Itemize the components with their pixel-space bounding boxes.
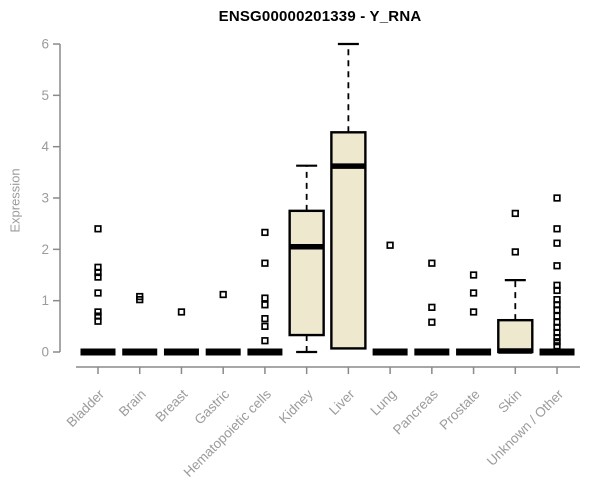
outlier-bladder bbox=[94, 317, 102, 325]
x-tick-label: Liver bbox=[326, 386, 358, 418]
outlier-bladder bbox=[94, 268, 102, 277]
outlier-unknown-other bbox=[553, 333, 561, 342]
outlier-hematopoietic-cells bbox=[261, 301, 269, 309]
outlier-bladder bbox=[94, 289, 102, 297]
x-tick-label: Bladder bbox=[64, 386, 108, 430]
box-zero-brain bbox=[122, 348, 158, 356]
outlier-bladder bbox=[94, 273, 102, 281]
box-zero-unknown-other bbox=[539, 348, 575, 356]
outlier-gastric bbox=[219, 290, 227, 299]
box-kidney bbox=[288, 209, 325, 337]
y-tick-label: 1 bbox=[41, 293, 49, 308]
x-tick-label: Gastric bbox=[191, 386, 232, 427]
outlier-pancreas bbox=[428, 318, 436, 326]
y-tick-label: 5 bbox=[41, 88, 49, 103]
outlier-pancreas bbox=[428, 303, 436, 311]
outlier-hematopoietic-cells bbox=[261, 259, 269, 267]
outlier-unknown-other bbox=[553, 342, 561, 350]
x-tick-label: Skin bbox=[495, 387, 524, 416]
box-zero-pancreas bbox=[414, 348, 450, 356]
box-skin bbox=[497, 318, 534, 354]
x-tick-label: Pancreas bbox=[390, 386, 441, 437]
x-tick-label: Lung bbox=[367, 387, 399, 419]
outlier-brain bbox=[136, 295, 144, 304]
outlier-breast bbox=[177, 308, 186, 316]
box-zero-breast bbox=[163, 348, 199, 356]
box-zero-hematopoietic-cells bbox=[247, 348, 283, 356]
outlier-hematopoietic-cells bbox=[261, 314, 269, 323]
outlier-prostate bbox=[469, 308, 478, 316]
outlier-lung bbox=[386, 241, 394, 249]
y-tick-label: 6 bbox=[41, 37, 49, 52]
outlier-pancreas bbox=[428, 259, 436, 267]
outlier-hematopoietic-cells bbox=[261, 294, 269, 302]
x-tick-label: Breast bbox=[152, 386, 190, 424]
box-zero-prostate bbox=[456, 348, 492, 356]
outlier-unknown-other bbox=[553, 306, 561, 314]
y-tick-label: 4 bbox=[41, 139, 49, 154]
box-zero-bladder bbox=[80, 348, 116, 356]
y-tick-label: 3 bbox=[41, 191, 49, 206]
outlier-unknown-other bbox=[553, 262, 561, 270]
outlier-skin bbox=[511, 209, 519, 218]
box-zero-lung bbox=[372, 348, 408, 356]
outlier-unknown-other bbox=[553, 194, 561, 202]
outlier-unknown-other bbox=[553, 312, 561, 320]
box-zero-gastric bbox=[205, 348, 241, 356]
x-tick-label: Kidney bbox=[276, 386, 316, 426]
outlier-unknown-other bbox=[553, 239, 561, 247]
x-tick-label: Prostate bbox=[437, 387, 483, 433]
outlier-hematopoietic-cells bbox=[261, 337, 269, 345]
x-tick-label: Unknown / Other bbox=[484, 386, 567, 469]
outlier-bladder bbox=[94, 225, 102, 233]
outlier-unknown-other bbox=[553, 338, 561, 346]
chart-title: ENSG00000201339 - Y_RNA bbox=[218, 8, 422, 25]
outlier-prostate bbox=[469, 289, 478, 297]
outlier-prostate bbox=[469, 271, 478, 279]
y-tick-label: 2 bbox=[41, 242, 49, 257]
outlier-hematopoietic-cells bbox=[261, 228, 269, 237]
y-tick-label: 0 bbox=[41, 345, 49, 360]
outlier-unknown-other bbox=[553, 225, 561, 233]
outlier-hematopoietic-cells bbox=[261, 322, 269, 330]
outlier-skin bbox=[511, 248, 519, 256]
outlier-unknown-other bbox=[553, 286, 561, 295]
outlier-bladder bbox=[94, 308, 102, 316]
x-tick-label: Brain bbox=[116, 387, 149, 420]
